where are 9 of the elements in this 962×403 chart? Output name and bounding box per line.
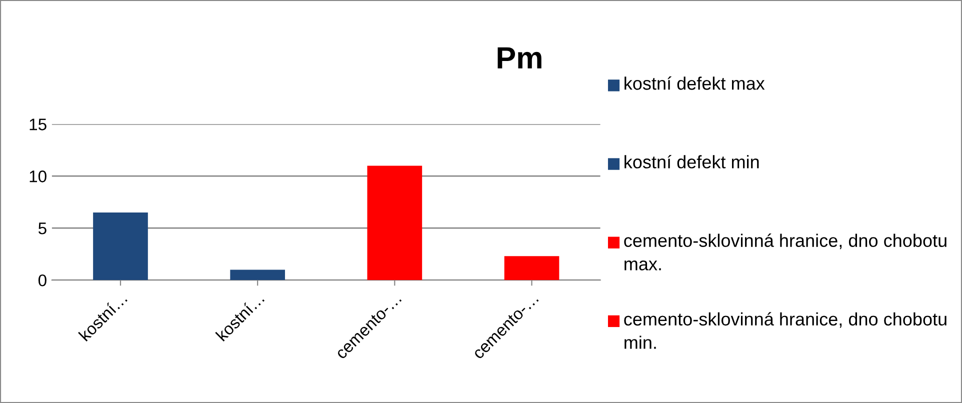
legend-label: kostní defekt min bbox=[624, 154, 759, 168]
y-tick-label: 5 bbox=[38, 222, 46, 234]
y-tick-label: 10 bbox=[30, 170, 46, 182]
chart-title: Pm bbox=[498, 47, 542, 68]
y-tick-label: 15 bbox=[30, 118, 46, 130]
y-tick-label: 0 bbox=[38, 274, 46, 286]
legend-label: kostní defekt max bbox=[624, 76, 765, 90]
legend-label: cemento-sklovinná hranice, dno chobotu max. bbox=[624, 234, 946, 270]
legend-label: cemento-sklovinná hranice, dno chobotu min. bbox=[624, 312, 946, 349]
